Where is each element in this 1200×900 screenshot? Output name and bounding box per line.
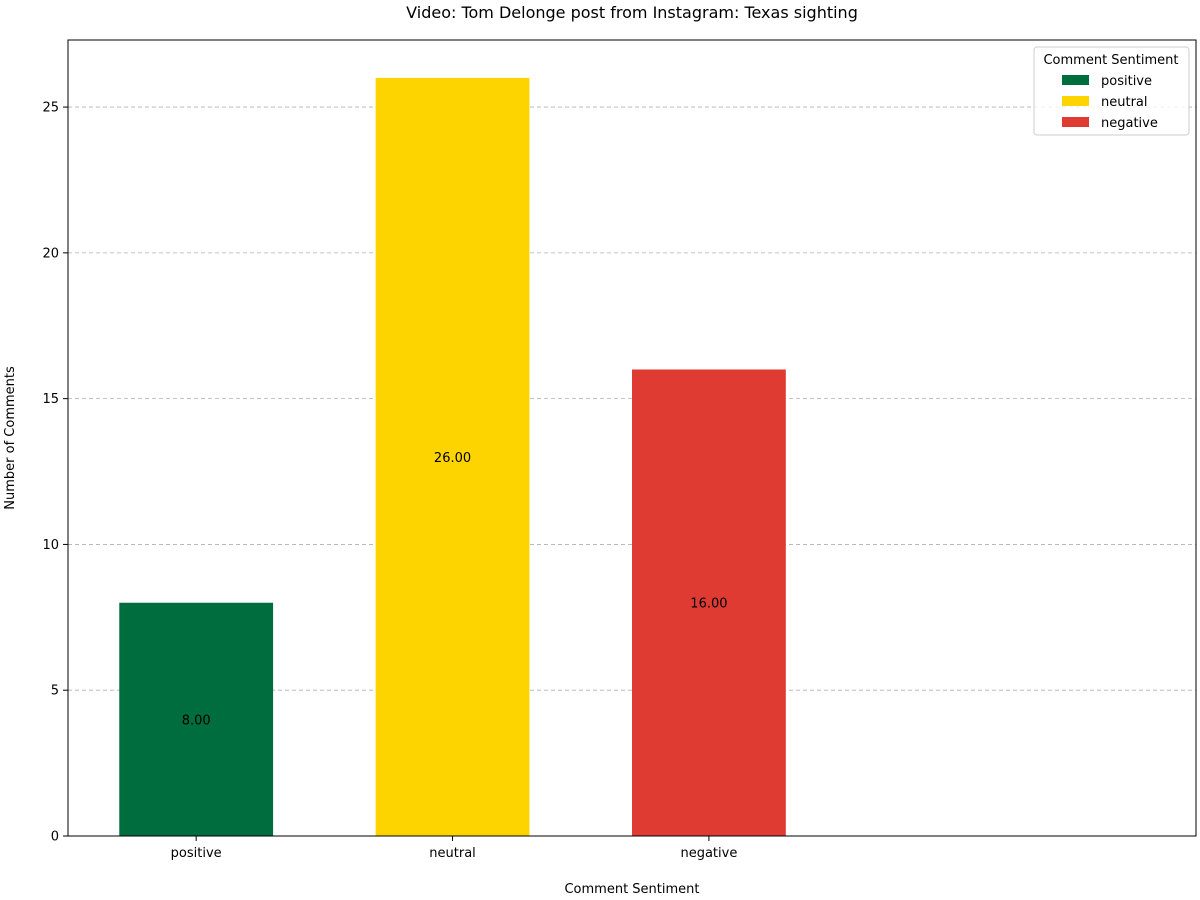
- legend-label-negative: negative: [1101, 116, 1158, 131]
- y-tick-label: 0: [51, 830, 59, 845]
- bars: [119, 77, 786, 836]
- y-tick-label: 25: [42, 101, 59, 116]
- value-label-negative: 16.00: [690, 597, 727, 612]
- legend-swatch-positive: [1062, 75, 1089, 85]
- legend-label-neutral: neutral: [1101, 95, 1148, 110]
- bar-negative: [632, 369, 786, 836]
- legend-swatch-negative: [1062, 117, 1089, 127]
- y-axis-label: Number of Comments: [3, 366, 18, 510]
- x-axis-ticks: positive neutral negative: [171, 836, 737, 861]
- y-tick-label: 10: [42, 538, 59, 553]
- y-tick-label: 20: [42, 246, 59, 261]
- gridlines: [68, 106, 1196, 691]
- y-tick-label: 5: [51, 684, 59, 699]
- value-label-neutral: 26.00: [434, 451, 471, 466]
- legend-entries: positive neutral negative: [1062, 74, 1158, 131]
- x-tick-label: positive: [171, 846, 222, 861]
- value-labels: 8.00 26.00 16.00: [182, 451, 728, 728]
- legend-label-positive: positive: [1101, 74, 1152, 89]
- bar-positive: [119, 602, 274, 836]
- bar-neutral: [375, 77, 530, 836]
- legend-box: [1033, 46, 1190, 136]
- legend-swatch-neutral: [1062, 96, 1089, 106]
- value-label-positive: 8.00: [182, 713, 211, 728]
- y-tick-label: 15: [42, 392, 59, 407]
- legend: Comment Sentiment positive neutral negativ…: [1033, 46, 1190, 136]
- x-tick-label: neutral: [429, 846, 476, 861]
- plot-frame: [67, 39, 1197, 837]
- x-axis-label: Comment Sentiment: [564, 882, 699, 897]
- legend-title: Comment Sentiment: [1043, 53, 1178, 68]
- chart-title: Video: Tom Delonge post from Instagram: …: [406, 3, 858, 22]
- x-tick-label: negative: [680, 846, 737, 861]
- y-axis-ticks: 0 5 10 15 20 25: [42, 101, 68, 845]
